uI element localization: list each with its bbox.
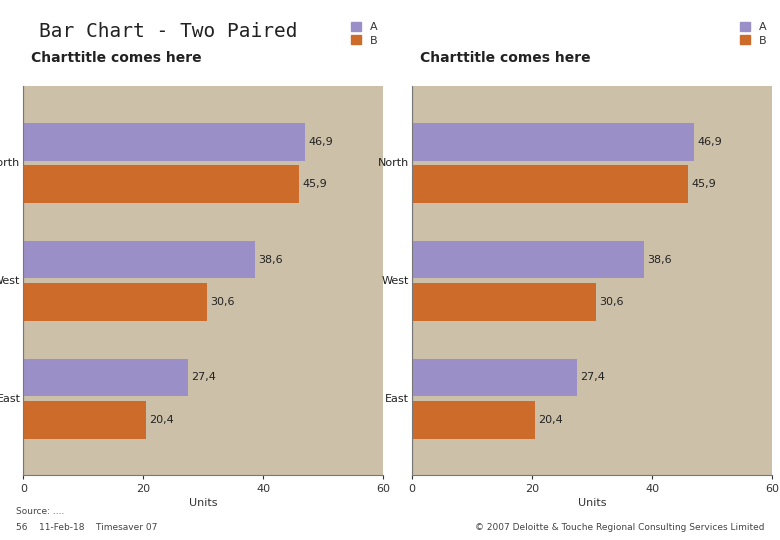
Bar: [23, 359, 188, 396]
Bar: [412, 123, 693, 160]
Bar: [23, 123, 305, 160]
Text: Charttitle comes here: Charttitle comes here: [420, 51, 590, 65]
Text: 27,4: 27,4: [191, 373, 216, 382]
Text: East: East: [0, 394, 20, 403]
Bar: [412, 165, 688, 203]
Text: 30,6: 30,6: [599, 297, 624, 307]
Text: © 2007 Deloitte & Touche Regional Consulting Services Limited: © 2007 Deloitte & Touche Regional Consul…: [475, 523, 764, 532]
Text: 46,9: 46,9: [308, 137, 333, 147]
Legend: A, B: A, B: [740, 22, 767, 46]
Text: Bar Chart - Two Paired: Bar Chart - Two Paired: [39, 22, 297, 40]
Bar: [23, 283, 207, 321]
Text: 30,6: 30,6: [211, 297, 235, 307]
Text: 27,4: 27,4: [580, 373, 605, 382]
X-axis label: Units: Units: [578, 498, 607, 508]
Bar: [23, 401, 146, 438]
Text: 45,9: 45,9: [691, 179, 716, 189]
Text: Charttitle comes here: Charttitle comes here: [31, 51, 202, 65]
Text: West: West: [382, 276, 410, 286]
Text: 46,9: 46,9: [697, 137, 722, 147]
Text: North: North: [0, 158, 20, 168]
Text: 38,6: 38,6: [259, 254, 283, 265]
Bar: [23, 165, 299, 203]
Bar: [412, 283, 596, 321]
Text: East: East: [385, 394, 410, 403]
Text: West: West: [0, 276, 20, 286]
X-axis label: Units: Units: [189, 498, 218, 508]
Bar: [412, 401, 534, 438]
Bar: [412, 359, 576, 396]
Text: North: North: [378, 158, 410, 168]
Bar: [23, 241, 255, 279]
Text: 56    11-Feb-18    Timesaver 07: 56 11-Feb-18 Timesaver 07: [16, 523, 157, 532]
Bar: [412, 241, 644, 279]
Text: 38,6: 38,6: [647, 254, 672, 265]
Text: 20,4: 20,4: [538, 415, 563, 425]
Text: 45,9: 45,9: [303, 179, 327, 189]
Text: Source: ....: Source: ....: [16, 507, 64, 516]
Text: 20,4: 20,4: [150, 415, 174, 425]
Legend: A, B: A, B: [351, 22, 378, 46]
